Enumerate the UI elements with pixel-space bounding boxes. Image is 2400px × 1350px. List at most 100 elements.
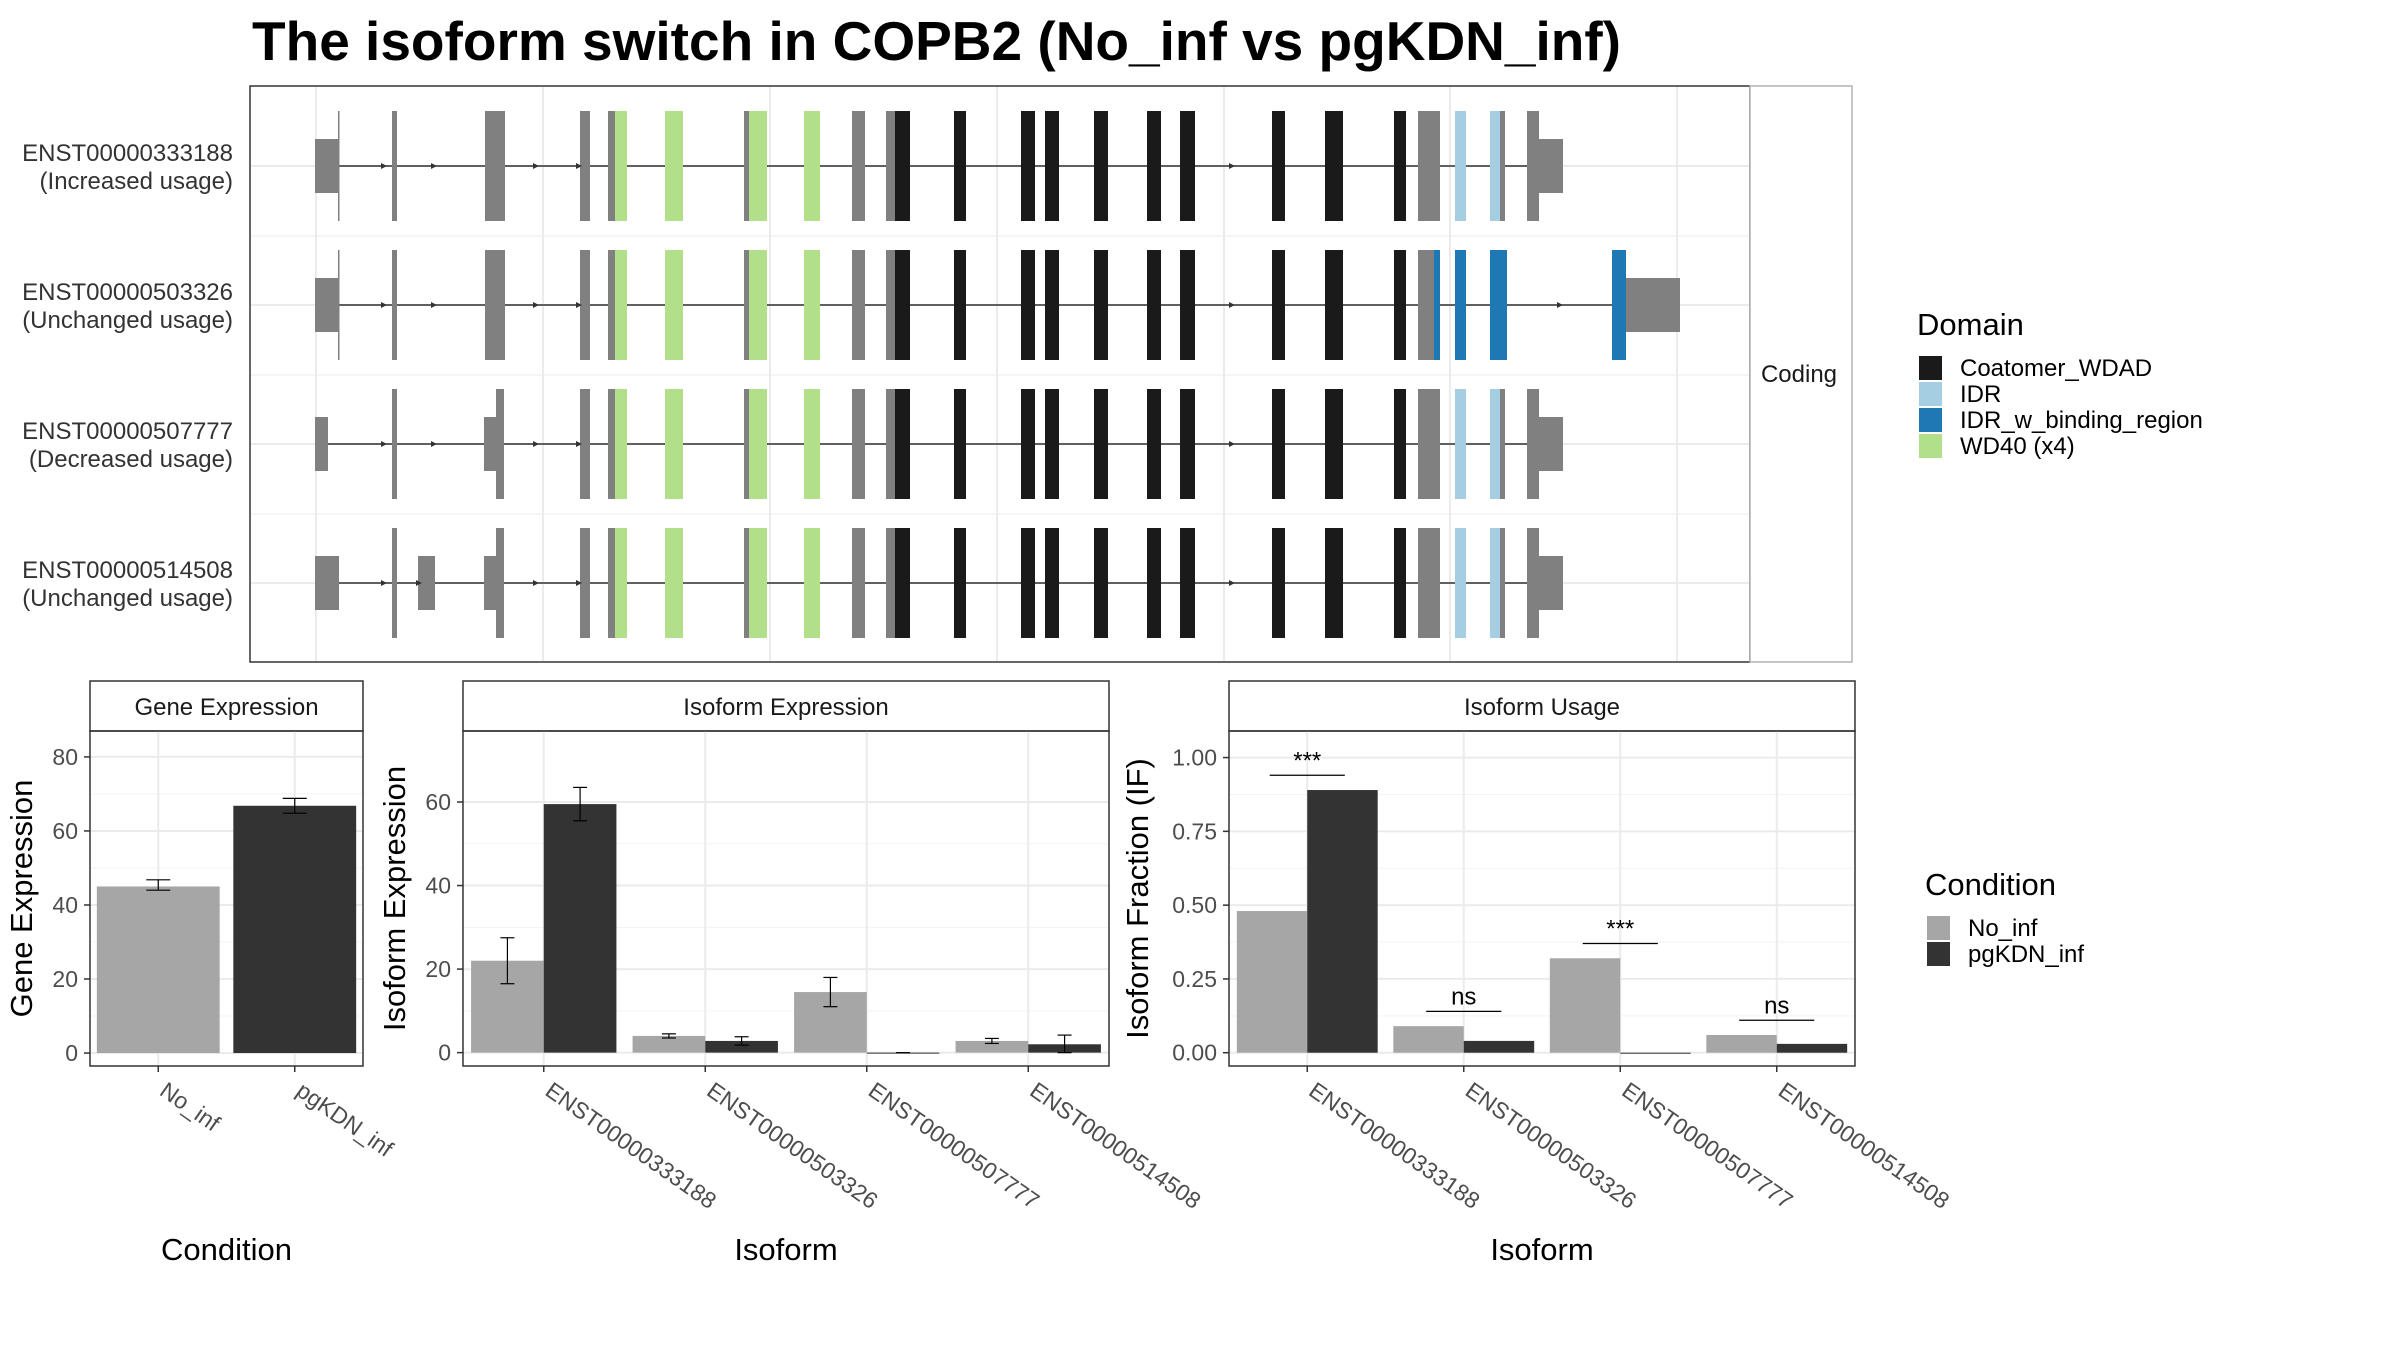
significance-label: *** <box>1606 916 1634 943</box>
exon-block <box>338 111 340 221</box>
utr-block <box>484 417 496 471</box>
transcript-id-label: ENST00000503326 <box>22 279 233 306</box>
y-tick-label: 80 <box>52 744 78 770</box>
exon-block <box>1272 111 1285 221</box>
transcript-usage-label: (Unchanged usage) <box>22 585 233 612</box>
condition-legend-swatch <box>1927 942 1950 966</box>
isoform-expression-chart: Isoform Expression 0 20 40 60 ENST00000333188… <box>377 680 1206 1267</box>
transcript-panel-border <box>249 85 1751 663</box>
exon-block <box>1394 250 1406 360</box>
transcript-row <box>315 528 1563 638</box>
utr-block <box>315 278 339 332</box>
intron-arrow <box>381 441 387 447</box>
exon-block <box>1394 528 1406 638</box>
exon-block <box>744 528 749 638</box>
y-axis-title: Isoform Fraction (IF) <box>1120 758 1155 1039</box>
exon-block <box>615 250 627 360</box>
exon-block <box>954 250 966 360</box>
exon-block <box>744 389 749 499</box>
exon-block <box>852 528 865 638</box>
intron-arrow <box>1557 302 1563 308</box>
transcript-row <box>315 111 1563 221</box>
intron-arrow <box>381 163 387 169</box>
transcript-id-label: ENST00000333188 <box>22 140 233 167</box>
x-tick-label: ENST00000333188 <box>541 1077 721 1214</box>
exon-block <box>1180 528 1195 638</box>
exon-block <box>580 111 590 221</box>
exon-block <box>1325 250 1343 360</box>
intron-arrow <box>1229 302 1235 308</box>
y-tick-label: 0.00 <box>1172 1040 1217 1066</box>
exon-block <box>852 389 865 499</box>
gene-expression-chart: Gene Expression 0 20 40 60 80 No_inf pgKDN_inf C… <box>4 680 398 1267</box>
exon-block <box>1094 250 1108 360</box>
exon-block <box>1180 389 1195 499</box>
exon-block <box>615 389 627 499</box>
intron-arrow <box>533 441 539 447</box>
exon-block <box>1527 528 1539 638</box>
exon-block <box>1147 389 1161 499</box>
y-tick-label: 20 <box>425 956 451 982</box>
x-axis-title: Isoform <box>1490 1232 1593 1267</box>
domain-legend: Domain Coatomer_WDADIDRIDR_w_binding_reg… <box>1917 307 2203 460</box>
exon-block <box>1527 389 1539 499</box>
exon-block <box>1434 250 1440 360</box>
exon-block <box>804 389 820 499</box>
domain-legend-swatch <box>1919 356 1942 380</box>
exon-block <box>886 528 895 638</box>
exon-block <box>886 389 895 499</box>
x-tick-label: ENST00000507777 <box>1617 1077 1797 1214</box>
exon-block <box>1021 389 1035 499</box>
panel-strip-label: Isoform Usage <box>1464 694 1620 721</box>
exon-block <box>1094 528 1108 638</box>
y-axis-title: Gene Expression <box>4 780 39 1018</box>
exon-block <box>665 250 683 360</box>
significance-label: ns <box>1764 992 1789 1019</box>
panel-border <box>462 730 1110 1067</box>
y-tick-label: 0.50 <box>1172 892 1217 918</box>
utr-block <box>418 556 435 610</box>
exon-block <box>804 528 820 638</box>
bar <box>1393 1026 1464 1053</box>
exon-block <box>1418 111 1440 221</box>
exon-block <box>496 389 504 499</box>
intron-arrow <box>576 302 582 308</box>
exon-block <box>954 389 966 499</box>
bar <box>1236 911 1308 1053</box>
domain-legend-swatch <box>1919 434 1942 458</box>
bar <box>705 1040 778 1053</box>
intron-arrow <box>576 580 582 586</box>
exon-block <box>1527 111 1539 221</box>
exon-block <box>580 250 590 360</box>
y-tick-label: 60 <box>425 789 451 815</box>
intron-arrow <box>576 163 582 169</box>
exon-block <box>392 389 397 499</box>
figure-title: The isoform switch in COPB2 (No_inf vs p… <box>252 10 1621 72</box>
exon-block <box>608 250 615 360</box>
utr-block <box>484 556 496 610</box>
intron-arrow <box>1229 580 1235 586</box>
exon-block <box>1325 111 1343 221</box>
exon-block <box>895 250 910 360</box>
x-tick-label: ENST00000514508 <box>1774 1077 1954 1214</box>
domain-legend-label: WD40 (x4) <box>1960 433 2075 460</box>
exon-block <box>1394 389 1406 499</box>
x-tick-label: ENST00000514508 <box>1025 1077 1205 1214</box>
condition-legend-label: No_inf <box>1968 915 2038 942</box>
exon-block <box>804 250 820 360</box>
exon-block <box>954 528 966 638</box>
utr-block <box>1539 417 1563 471</box>
coding-strip-label: Coding <box>1761 361 1837 388</box>
exon-block <box>1180 250 1195 360</box>
exon-block <box>1490 389 1500 499</box>
exon-block <box>1021 250 1035 360</box>
exon-block <box>852 111 865 221</box>
exon-block <box>608 111 615 221</box>
y-tick-label: 0 <box>65 1040 78 1066</box>
exon-block <box>749 111 767 221</box>
exon-block <box>749 389 767 499</box>
exon-block <box>1094 389 1108 499</box>
exon-block <box>1612 250 1626 360</box>
exon-block <box>608 528 615 638</box>
exon-block <box>665 528 683 638</box>
